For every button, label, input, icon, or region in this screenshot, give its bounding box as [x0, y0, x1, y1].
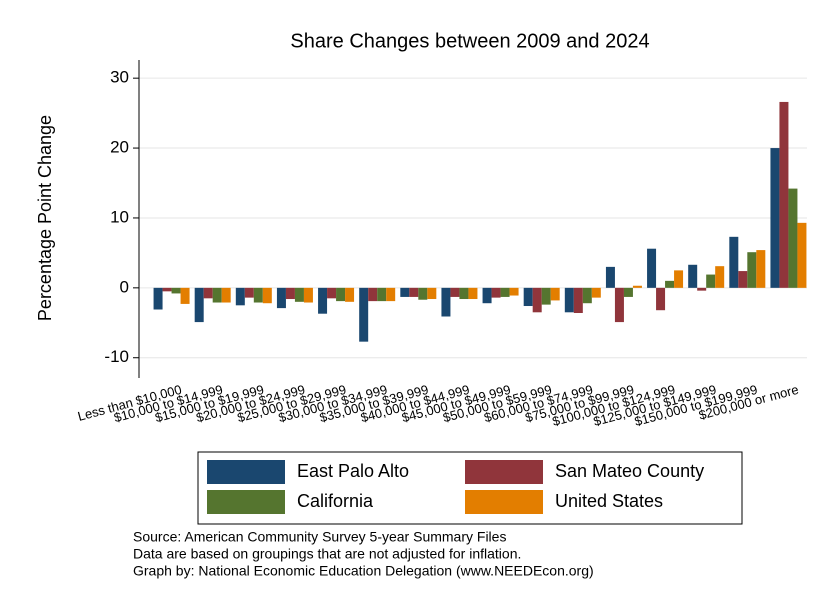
bar	[797, 222, 807, 288]
bar	[788, 188, 798, 288]
bar	[706, 274, 716, 288]
legend-swatch	[207, 460, 285, 484]
bar	[550, 287, 560, 301]
bar	[564, 287, 574, 313]
bar	[623, 287, 633, 297]
bar	[573, 287, 583, 314]
bar	[162, 287, 172, 292]
legend-swatch	[465, 490, 543, 514]
bar	[674, 270, 684, 288]
bar	[459, 287, 469, 300]
legend-label: San Mateo County	[555, 461, 704, 481]
bar	[294, 287, 304, 302]
bar	[418, 287, 428, 300]
bar	[688, 264, 698, 288]
legend-label: United States	[555, 491, 663, 511]
bar	[386, 287, 396, 302]
bar	[153, 287, 163, 310]
bar	[359, 287, 369, 342]
bar	[715, 266, 725, 288]
bar	[253, 287, 263, 303]
legend-label: California	[297, 491, 374, 511]
bar	[482, 287, 492, 304]
note: Source: American Community Survey 5-year…	[133, 529, 506, 545]
bar	[738, 271, 748, 288]
bar	[729, 236, 739, 288]
bar	[532, 287, 542, 313]
bar	[441, 287, 451, 317]
bar	[276, 287, 286, 309]
bar	[171, 287, 181, 294]
bar	[180, 287, 190, 304]
bar	[427, 287, 437, 300]
bar	[285, 287, 295, 300]
bar	[345, 287, 355, 302]
bar	[377, 287, 387, 302]
bar	[665, 280, 675, 288]
y-tick-label: 20	[110, 138, 129, 157]
y-axis-label: Percentage Point Change	[35, 115, 55, 321]
bar	[756, 250, 766, 288]
bar	[303, 287, 313, 303]
y-tick-label: 30	[110, 68, 129, 87]
bar	[770, 148, 780, 288]
bar	[582, 287, 592, 304]
bar	[409, 287, 419, 297]
note: Graph by: National Economic Education De…	[133, 563, 594, 579]
bar	[500, 287, 510, 297]
bar	[632, 285, 642, 288]
bar	[203, 287, 213, 299]
bar	[235, 287, 245, 306]
bar	[697, 287, 707, 291]
bar	[541, 287, 551, 305]
bar	[605, 266, 615, 288]
bar	[491, 287, 501, 298]
legend-label: East Palo Alto	[297, 461, 409, 481]
bar	[318, 287, 328, 314]
bar	[194, 287, 204, 323]
chart-title: Share Changes between 2009 and 2024	[290, 30, 649, 52]
bar	[400, 287, 410, 297]
bar	[779, 101, 789, 288]
bar	[244, 287, 254, 298]
bar	[656, 287, 666, 311]
bar	[327, 287, 337, 299]
bar	[212, 287, 222, 303]
bar	[368, 287, 378, 302]
note: Data are based on groupings that are not…	[133, 546, 521, 562]
bar	[647, 248, 657, 288]
bar	[221, 287, 231, 303]
bar	[468, 287, 478, 300]
bar	[614, 287, 624, 323]
y-tick-label: 10	[110, 207, 129, 226]
bar	[509, 287, 519, 296]
legend-swatch	[465, 460, 543, 484]
bar	[450, 287, 460, 297]
bar	[591, 287, 601, 298]
bar	[747, 252, 757, 288]
bar	[262, 287, 272, 304]
y-tick-label: 0	[120, 277, 129, 296]
legend-swatch	[207, 490, 285, 514]
bar	[523, 287, 533, 307]
bar	[336, 287, 346, 302]
y-tick-label: -10	[104, 347, 129, 366]
